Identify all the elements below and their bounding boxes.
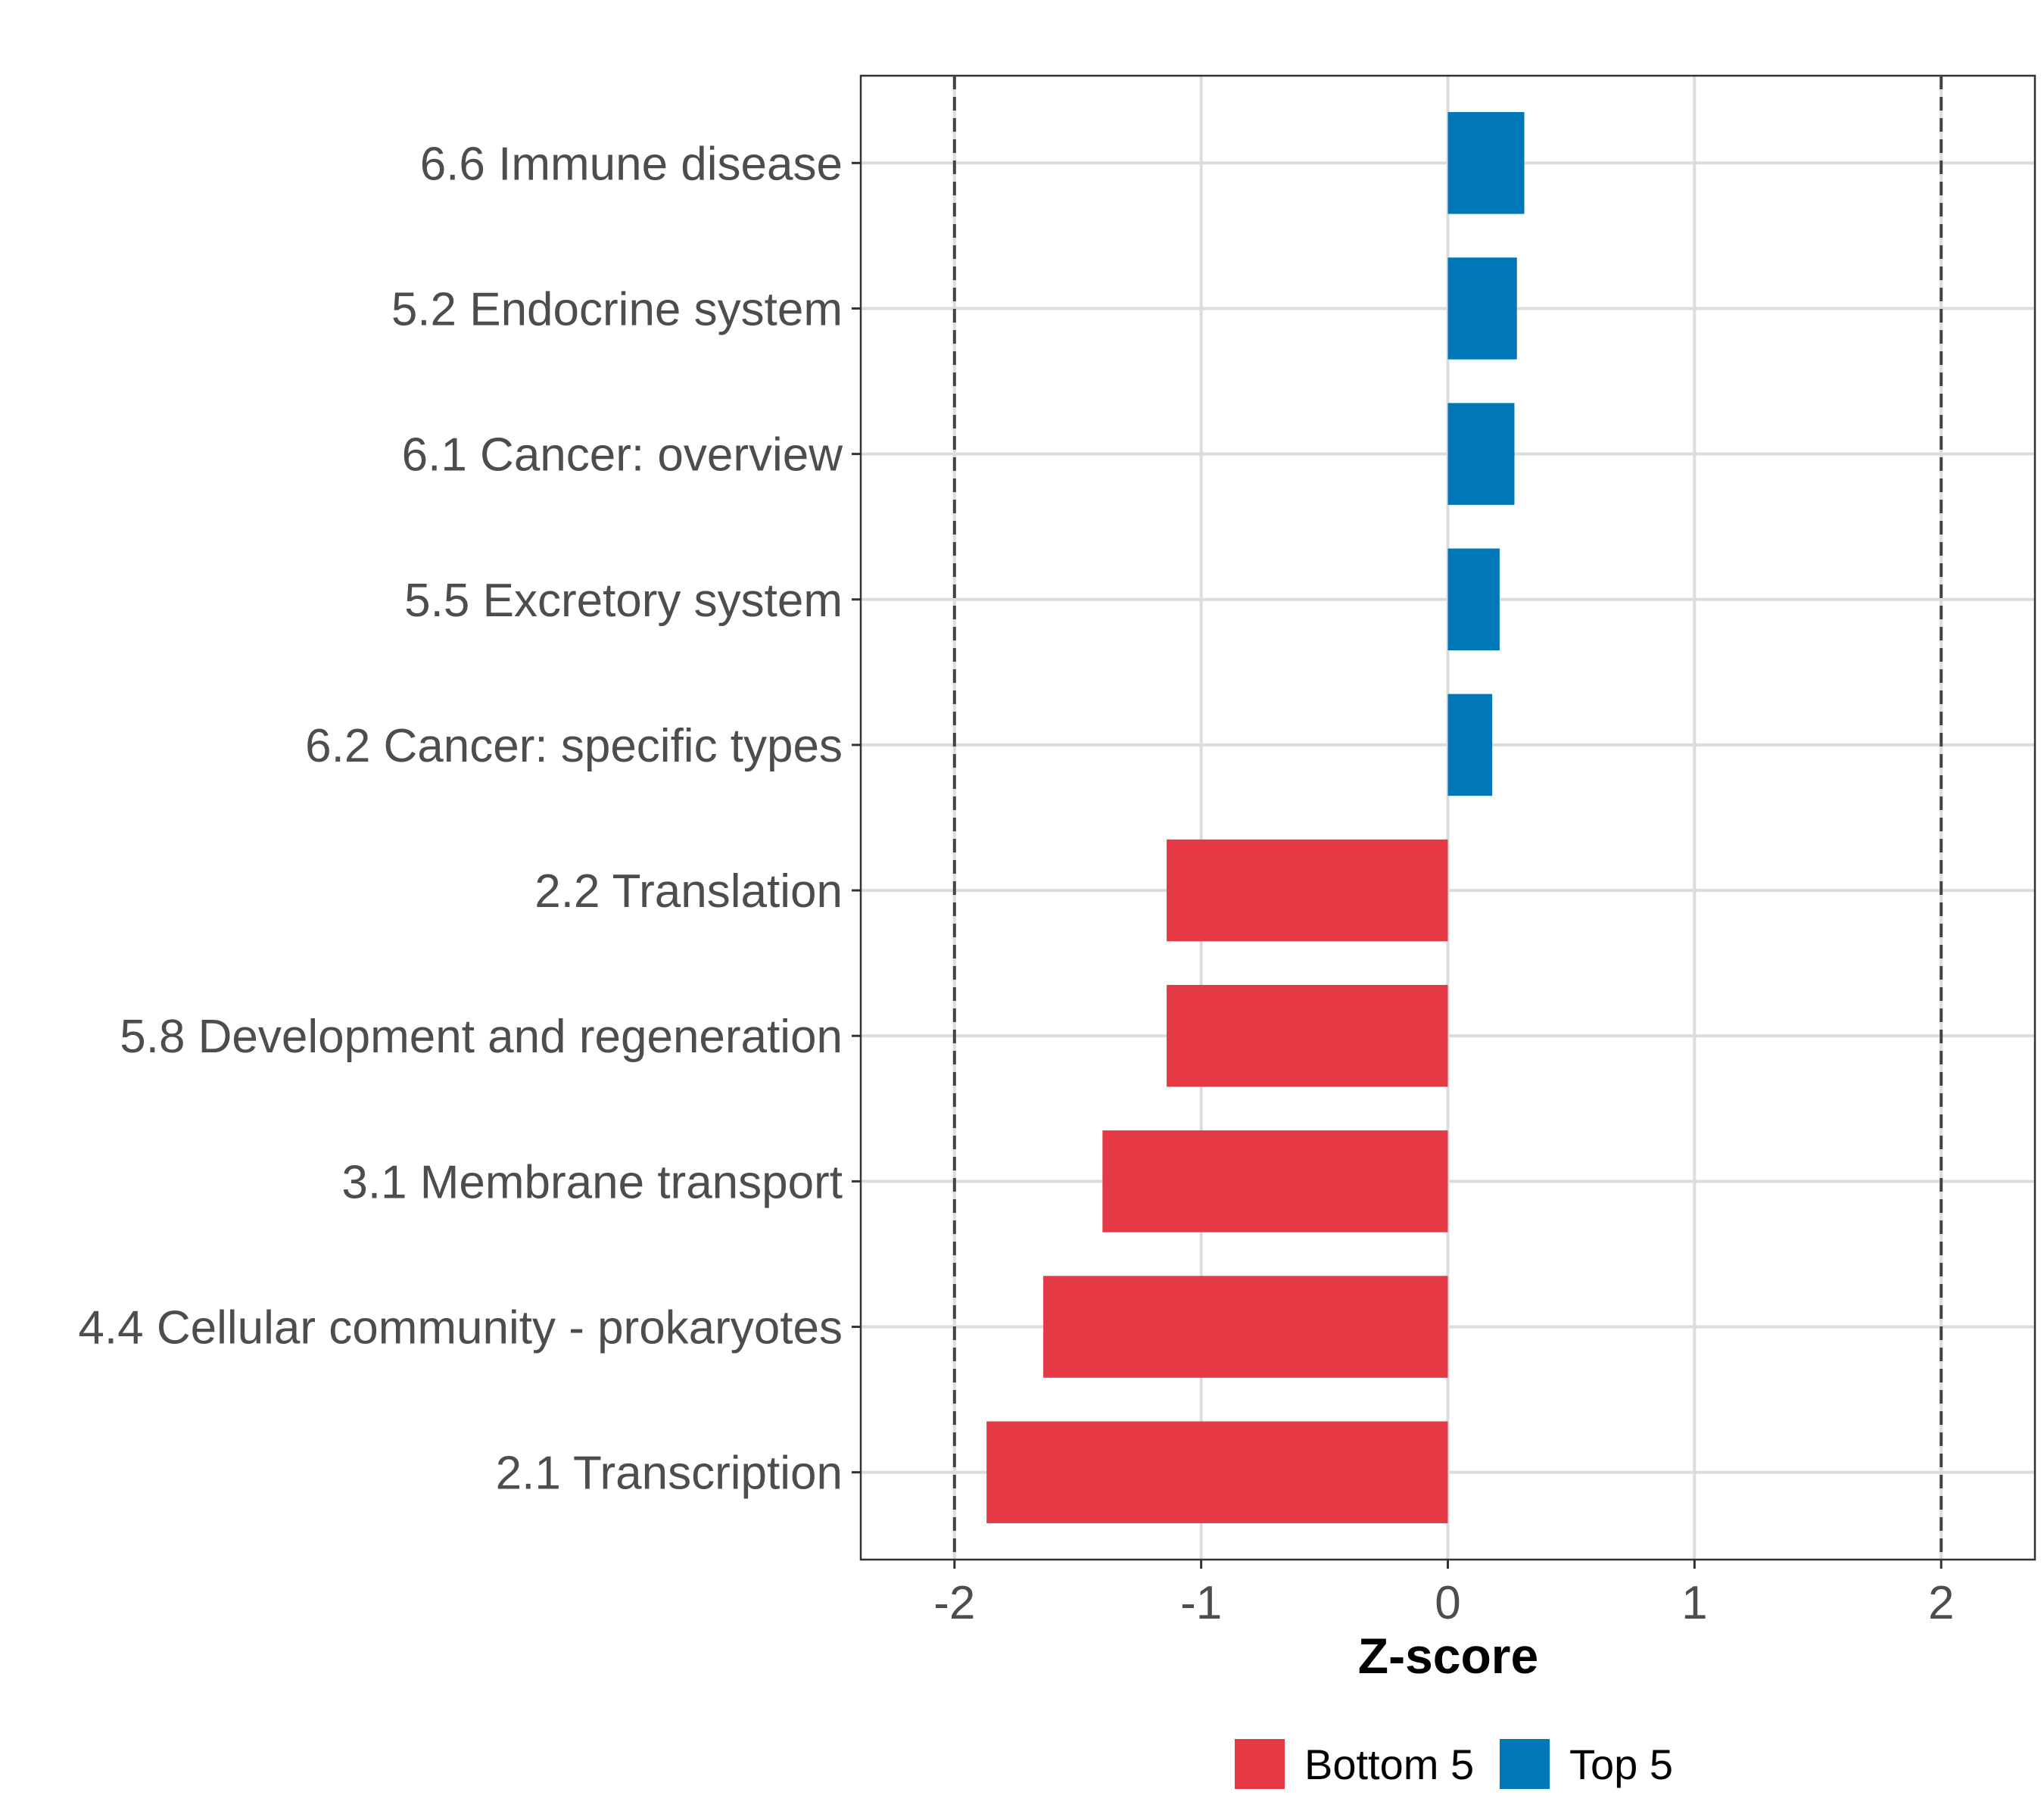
y-tick-label: 6.2 Cancer: specific types <box>305 720 843 772</box>
y-tick-label: 2.1 Transcription <box>496 1448 843 1500</box>
y-tick-label: 5.8 Development and regeneration <box>120 1011 843 1063</box>
x-tick-label: -1 <box>1180 1577 1222 1629</box>
bar-top <box>1447 548 1500 651</box>
legend-label: Top 5 <box>1569 1741 1673 1788</box>
y-tick-label: 3.1 Membrane transport <box>341 1156 843 1208</box>
legend-key <box>1500 1739 1550 1789</box>
x-tick-label: 2 <box>1928 1577 1954 1629</box>
legend-key <box>1235 1739 1285 1789</box>
y-axis-labels: 6.6 Immune disease 5.2 Endocrine system 6.… <box>78 138 861 1500</box>
x-axis-title: Z-score <box>1358 1628 1538 1684</box>
bar-top <box>1447 403 1515 505</box>
bar-top <box>1447 112 1525 214</box>
x-axis-ticks: -2 -1 0 1 2 <box>933 1560 1954 1629</box>
legend-label: Bottom 5 <box>1304 1741 1474 1788</box>
legend: Bottom 5 Top 5 <box>1235 1739 1673 1789</box>
bar-top <box>1447 257 1517 360</box>
bar-top <box>1447 693 1493 796</box>
y-tick-label: 2.2 Translation <box>534 865 843 918</box>
x-tick-label: 1 <box>1681 1577 1707 1629</box>
bar-bottom <box>986 1421 1448 1523</box>
bars <box>986 112 1525 1523</box>
bar-bottom <box>1102 1130 1448 1233</box>
y-tick-label: 6.1 Cancer: overview <box>402 429 843 482</box>
y-tick-label: 5.5 Excretory system <box>404 575 843 627</box>
y-tick-label: 6.6 Immune disease <box>420 138 843 190</box>
y-tick-label: 5.2 Endocrine system <box>391 283 843 335</box>
y-tick-label: 4.4 Cellular community - prokaryotes <box>78 1302 843 1354</box>
reference-lines <box>952 76 1943 1560</box>
bar-bottom <box>1167 984 1448 1087</box>
bar-bottom <box>1043 1276 1448 1378</box>
x-tick-label: 0 <box>1435 1577 1460 1629</box>
x-tick-label: -2 <box>933 1577 975 1629</box>
bar-bottom <box>1167 839 1448 942</box>
